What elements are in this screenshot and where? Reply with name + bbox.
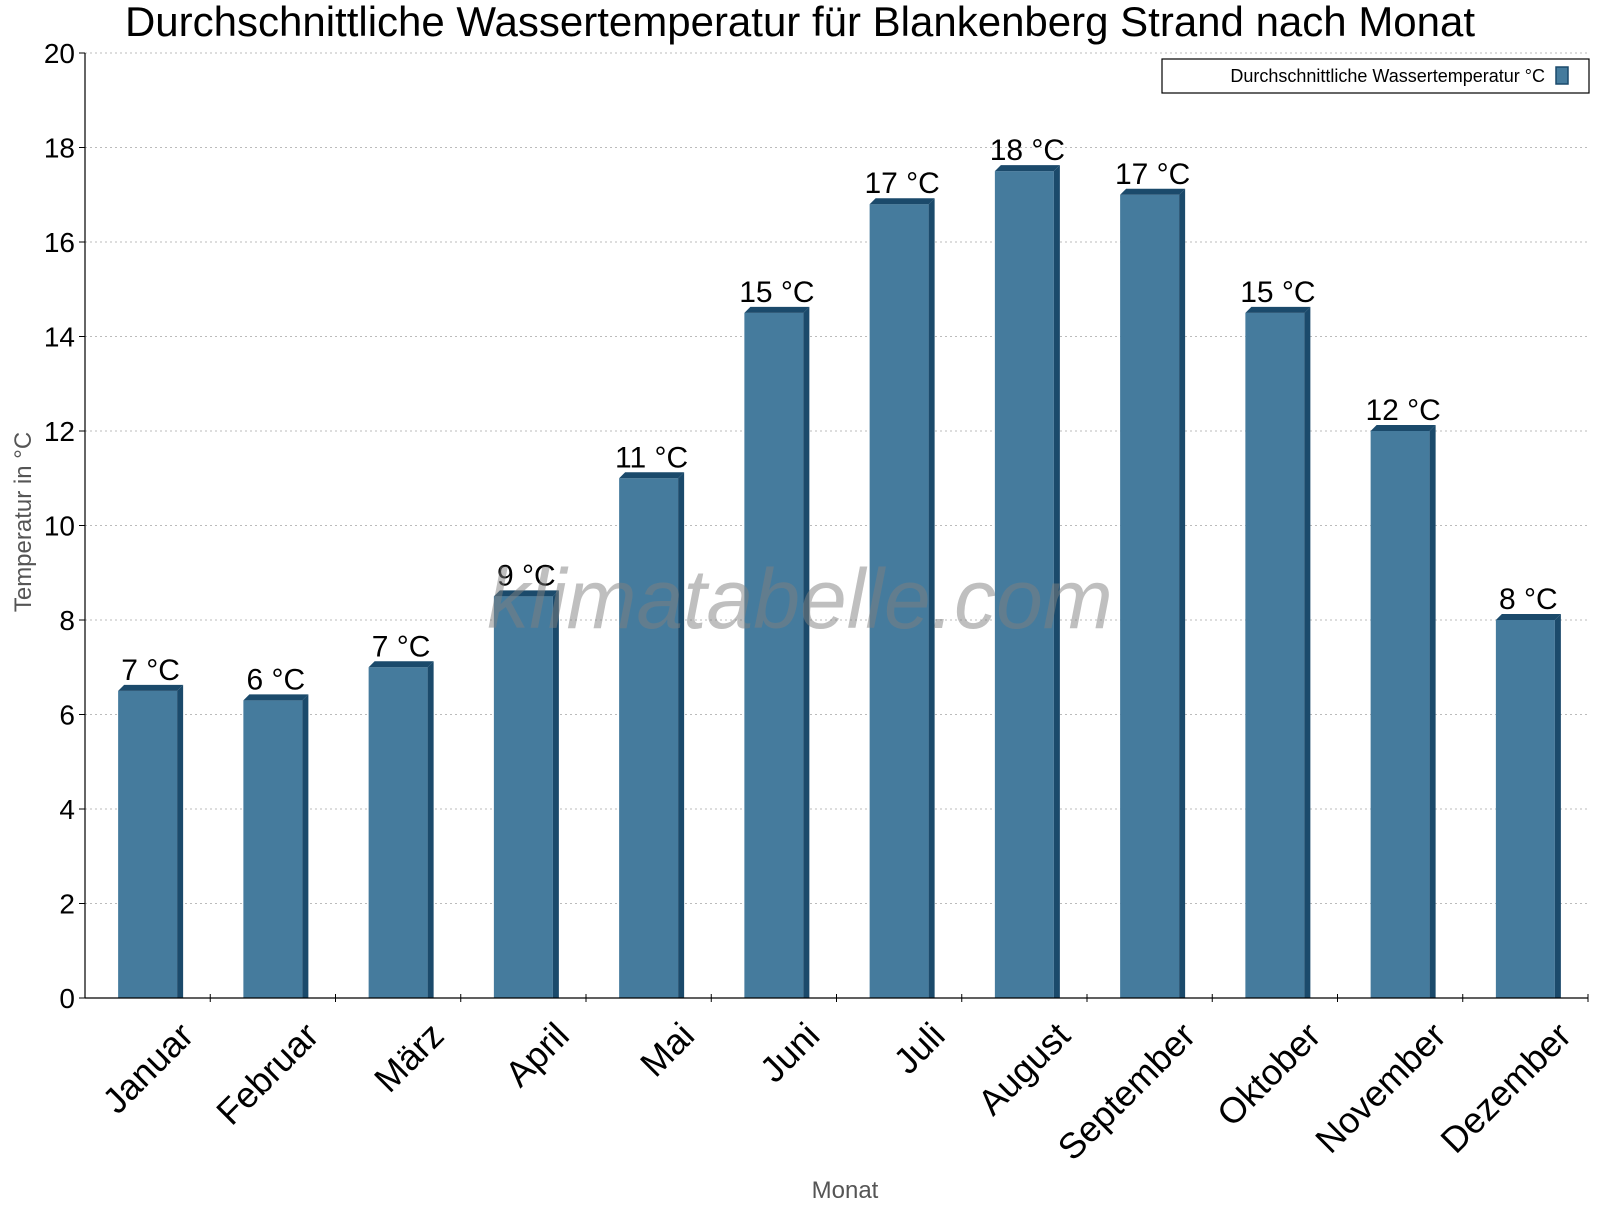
axes	[79, 52, 1589, 1002]
bars	[118, 165, 1561, 998]
watermark: klimatabelle.com	[487, 552, 1113, 646]
bar-side-juni	[803, 306, 810, 998]
x-tick-label-juli: Juli	[885, 1014, 952, 1081]
legend-swatch	[1555, 66, 1569, 85]
y-tick-label: 20	[44, 38, 75, 69]
x-tick-label-januar: Januar	[94, 1014, 201, 1121]
bar-top-april	[493, 590, 559, 597]
bar-top-märz	[368, 661, 434, 668]
bar-juni	[744, 312, 804, 998]
bar-side-august	[1053, 165, 1060, 998]
y-tick-label: 2	[59, 889, 75, 920]
bar-side-oktober	[1304, 306, 1311, 998]
bar-top-februar	[243, 694, 309, 701]
bar-side-mai	[678, 472, 685, 998]
bar-november	[1370, 431, 1430, 998]
bar-top-januar	[118, 684, 184, 691]
chart-title: Durchschnittliche Wassertemperatur für B…	[125, 0, 1475, 45]
grid-lines	[85, 52, 1588, 904]
bar-side-juli	[928, 198, 935, 998]
data-label-januar: 7 °C	[121, 654, 180, 687]
y-tick-label: 18	[44, 133, 75, 164]
data-label-märz: 7 °C	[372, 630, 431, 663]
bar-top-mai	[619, 472, 685, 479]
x-tick-label-juni: Juni	[752, 1014, 828, 1090]
x-tick-label-märz: März	[366, 1014, 452, 1100]
x-tick-label-februar: Februar	[208, 1014, 326, 1132]
x-axis-title: Monat	[812, 1177, 879, 1200]
legend-label: Durchschnittliche Wassertemperatur °C	[1230, 66, 1545, 86]
bar-mai	[619, 478, 679, 998]
y-tick-label: 4	[59, 794, 75, 825]
bar-side-april	[552, 590, 559, 998]
bar-april	[493, 596, 553, 998]
bar-top-juni	[744, 306, 810, 313]
data-label-mai: 11 °C	[615, 441, 688, 474]
data-labels: 7 °C 6 °C 7 °C 9 °C 11 °C 15 °C 17 °C 18 °C 17 °…	[121, 134, 1557, 696]
x-tick-label-oktober: Oktober	[1209, 1014, 1329, 1134]
y-tick-label: 6	[59, 700, 75, 731]
x-tick-label-april: April	[497, 1014, 577, 1094]
x-tick-label-september: September	[1050, 1014, 1204, 1168]
data-label-februar: 6 °C	[247, 663, 306, 696]
x-tick-label-dezember: Dezember	[1432, 1014, 1578, 1160]
x-tick-label-august: August	[970, 1014, 1078, 1122]
bar-oktober	[1245, 312, 1305, 998]
data-label-juli: 17 °C	[864, 167, 939, 200]
bar-side-dezember	[1554, 614, 1561, 998]
bar-top-oktober	[1245, 306, 1311, 313]
bar-märz	[368, 667, 428, 998]
bar-top-august	[994, 165, 1060, 172]
bar-top-november	[1370, 425, 1436, 431]
data-label-dezember: 8 °C	[1499, 583, 1558, 616]
y-tick-label: 10	[44, 511, 75, 542]
bar-side-november	[1429, 425, 1436, 998]
data-label-oktober: 15 °C	[1240, 276, 1315, 309]
bar-juli	[869, 204, 929, 998]
data-label-november: 12 °C	[1365, 394, 1440, 427]
data-label-juni: 15 °C	[739, 276, 814, 309]
data-label-august: 18 °C	[990, 134, 1065, 167]
y-tick-label: 8	[59, 605, 75, 636]
bar-januar	[118, 690, 178, 998]
bar-august	[994, 171, 1054, 998]
bar-side-februar	[302, 694, 309, 998]
x-tick-label-november: November	[1307, 1014, 1453, 1160]
bar-top-september	[1120, 188, 1186, 195]
bar-februar	[243, 700, 303, 998]
data-label-september: 17 °C	[1115, 158, 1190, 191]
y-tick-label: 14	[44, 322, 75, 353]
legend-box	[1161, 58, 1590, 94]
bar-top-dezember	[1495, 614, 1561, 620]
bar-september	[1120, 194, 1180, 998]
bar-side-märz	[427, 661, 434, 998]
bar-dezember	[1495, 620, 1555, 998]
bar-side-september	[1179, 188, 1186, 998]
y-tick-label: 12	[44, 416, 75, 447]
bar-top-juli	[869, 198, 935, 205]
y-tick-label: 16	[44, 227, 75, 258]
data-label-april: 9 °C	[497, 559, 556, 592]
x-tick-label-mai: Mai	[632, 1014, 702, 1084]
legend: Durchschnittliche Wassertemperatur °C	[1161, 58, 1590, 94]
y-axis-title: Temperatur in °C	[10, 432, 37, 612]
bar-side-januar	[177, 684, 184, 998]
y-tick-label: 0	[59, 983, 75, 1014]
